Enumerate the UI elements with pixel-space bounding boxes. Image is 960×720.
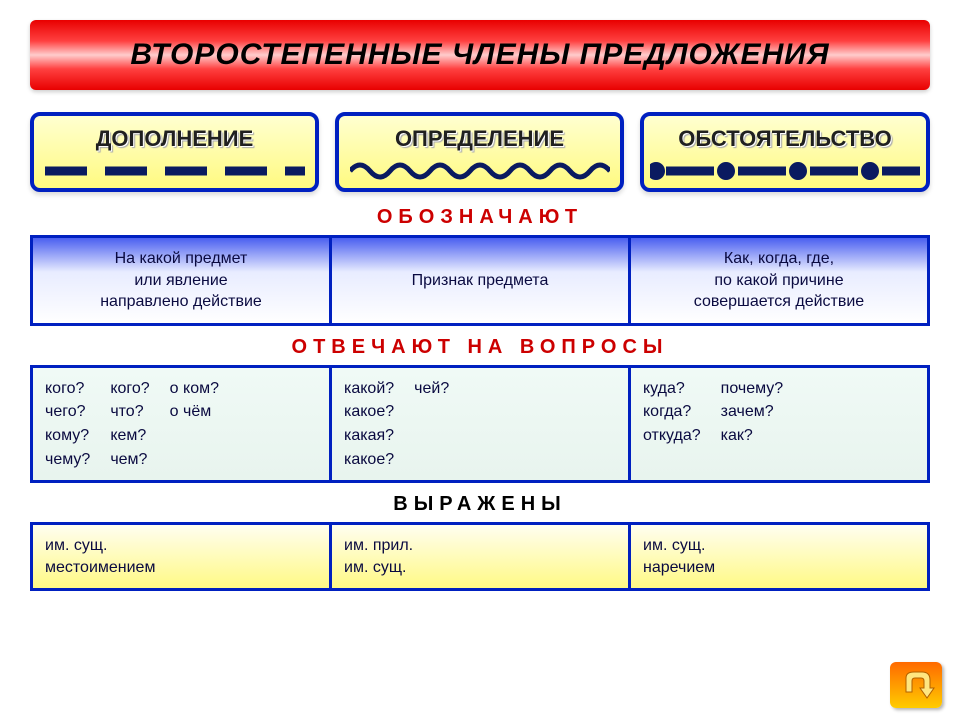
vopr-cell-2: какой? какое? какая? какое? чей? [332,368,631,480]
q-col: чей? [414,378,449,470]
heading-oboznachayut: ОБОЗНАЧАЮТ [30,206,930,229]
heading-voprosy: ОТВЕЧАЮТ НА ВОПРОСЫ [30,336,930,359]
card-label: ДОПОЛНЕНИЕ [40,126,309,152]
card-obstoyatelstvo: ОБСТОЯТЕЛЬСТВО [640,112,930,192]
vyr-cell-3: им. сущ. наречием [631,525,927,588]
vyr-cell-1: им. сущ. местоимением [33,525,332,588]
vyr-cell-2: им. прил. им. сущ. [332,525,631,588]
return-button[interactable] [890,662,942,708]
q-col: почему? зачем? как? [721,378,784,447]
oboz-cell-3: Как, когда, где, по какой причине соверш… [631,238,927,323]
underline-wavy [345,160,614,182]
member-cards-row: ДОПОЛНЕНИЕ ОПРЕДЕЛЕНИЕ ОБСТОЯТЕЛЬСТВО [30,112,930,192]
grid-voprosy: кого? чего? кому? чему? кого? что? кем? … [30,365,930,483]
oboz-cell-2: Признак предмета [332,238,631,323]
underline-dashed [40,160,309,182]
card-dopolnenie: ДОПОЛНЕНИЕ [30,112,319,192]
grid-vyrazheny: им. сущ. местоимением им. прил. им. сущ.… [30,522,930,591]
q-col: кого? чего? кому? чему? [45,378,90,470]
card-label: ОБСТОЯТЕЛЬСТВО [650,126,920,152]
heading-vyrazheny: ВЫРАЖЕНЫ [30,493,930,516]
vopr-cell-1: кого? чего? кому? чему? кого? что? кем? … [33,368,332,480]
main-title: ВТОРОСТЕПЕННЫЕ ЧЛЕНЫ ПРЕДЛОЖЕНИЯ [130,38,829,71]
grid-oboznachayut: На какой предмет или явление направлено … [30,235,930,326]
q-col: о ком? о чём [170,378,219,470]
card-opredelenie: ОПРЕДЕЛЕНИЕ [335,112,624,192]
main-title-bar: ВТОРОСТЕПЕННЫЕ ЧЛЕНЫ ПРЕДЛОЖЕНИЯ [30,20,930,90]
oboz-cell-1: На какой предмет или явление направлено … [33,238,332,323]
card-label: ОПРЕДЕЛЕНИЕ [345,126,614,152]
q-col: куда? когда? откуда? [643,378,701,447]
underline-dashdot [650,160,920,182]
u-turn-arrow-icon [896,668,936,702]
q-col: кого? что? кем? чем? [110,378,149,470]
vopr-cell-3: куда? когда? откуда? почему? зачем? как? [631,368,927,480]
q-col: какой? какое? какая? какое? [344,378,394,470]
